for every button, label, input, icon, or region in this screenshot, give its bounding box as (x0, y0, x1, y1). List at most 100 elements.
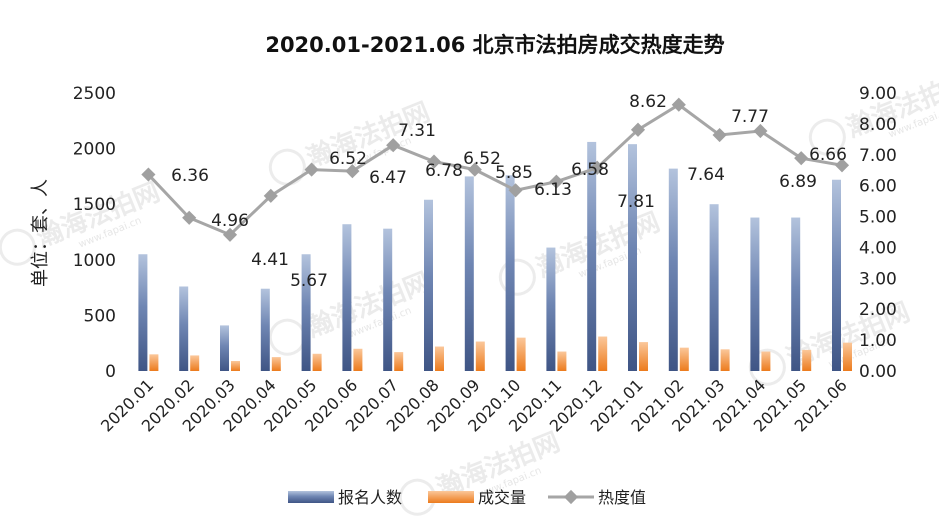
bar-deals (516, 337, 526, 371)
heat-line-layer: 6.364.964.415.676.526.477.316.786.525.85… (141, 92, 850, 291)
legend: 报名人数 成交量 热度值 (288, 488, 646, 507)
heat-value-label: 6.78 (425, 161, 463, 181)
bar-deals (679, 347, 689, 371)
y-axis-label: 单位：套、人 (30, 179, 51, 287)
y-axis-right: 0.00 1.00 2.00 3.00 4.00 5.00 6.00 7.00 8.00 9.00 (859, 84, 897, 382)
bar-applicants (424, 199, 433, 371)
heat-value-label: 7.81 (617, 192, 655, 212)
heat-value-label: 6.58 (571, 160, 609, 180)
bar-applicants (750, 217, 760, 371)
bar-applicants (383, 228, 393, 371)
y-tick-label: 500 (84, 306, 116, 326)
y2-tick-label: 3.00 (859, 269, 897, 289)
bar-deals (271, 357, 281, 371)
bar-deals (394, 352, 404, 371)
bar-deals (475, 341, 485, 371)
bar-applicants (628, 144, 637, 371)
heat-value-label: 6.52 (329, 149, 367, 169)
bar-applicants (342, 224, 352, 371)
legend-label: 报名人数 (338, 488, 402, 507)
heat-value-label: 4.41 (251, 250, 289, 270)
heat-point (263, 188, 278, 203)
heat-point (712, 127, 727, 143)
bar-deals (843, 342, 852, 371)
bar-applicants (709, 204, 719, 371)
y2-tick-label: 0.00 (859, 362, 897, 382)
y2-tick-label: 5.00 (859, 208, 897, 228)
y2-tick-label: 9.00 (859, 84, 897, 104)
chart-title: 2020.01-2021.06 北京市法拍房成交热度走势 (265, 33, 724, 57)
legend-swatch (428, 491, 474, 503)
bar-applicants (791, 217, 801, 371)
heat-point (834, 158, 850, 173)
bar-deals (312, 353, 322, 371)
bar-deals (639, 342, 648, 371)
heat-point (753, 123, 768, 139)
bar-applicants (301, 254, 311, 371)
heat-point (794, 151, 809, 166)
heat-value-label: 5.67 (290, 271, 328, 291)
heat-point (426, 154, 442, 169)
y2-tick-label: 6.00 (859, 177, 897, 197)
bar-deals (557, 351, 567, 371)
bar-applicants (464, 176, 474, 371)
bar-applicants (179, 286, 189, 371)
y2-tick-label: 1.00 (859, 331, 897, 351)
y-tick-label: 1000 (73, 251, 116, 271)
bar-applicants (505, 175, 515, 371)
y2-tick-label: 4.00 (859, 238, 897, 258)
heat-point (141, 167, 156, 182)
heat-point (182, 210, 197, 225)
bar-applicants (546, 247, 556, 371)
legend-swatch (288, 491, 334, 503)
heat-point (304, 162, 319, 177)
y2-tick-label: 2.00 (859, 300, 897, 320)
heat-value-label: 5.85 (495, 163, 533, 183)
heat-point (386, 138, 401, 153)
heat-point (345, 164, 360, 179)
bar-applicants (668, 168, 678, 371)
bar-applicants (138, 254, 148, 371)
heat-value-label: 6.36 (171, 166, 209, 186)
bar-deals (149, 354, 159, 371)
heat-point (671, 97, 686, 112)
bar-applicants (832, 179, 841, 371)
bar-deals (598, 336, 608, 371)
heat-value-label: 6.47 (369, 168, 407, 188)
y-tick-label: 2000 (73, 140, 116, 160)
bar-applicants (220, 325, 229, 371)
bar-deals (435, 346, 444, 371)
heat-value-label: 7.64 (687, 165, 725, 185)
y-tick-label: 2500 (73, 84, 116, 104)
heat-value-label: 6.89 (779, 172, 817, 192)
bar-deals (802, 349, 812, 371)
heat-value-label: 6.66 (809, 145, 847, 165)
bar-deals (353, 348, 363, 371)
heat-point (467, 162, 482, 177)
heat-value-label: 7.31 (398, 121, 436, 141)
legend-label: 热度值 (598, 488, 646, 507)
heat-point (630, 122, 646, 137)
bar-applicants (587, 141, 597, 371)
y-tick-label: 0 (105, 362, 116, 382)
bar-deals (720, 349, 730, 371)
heat-line (147, 102, 843, 237)
x-axis: 2020.012020.022020.032020.042020.052020.… (97, 375, 851, 435)
heat-value-label: 6.52 (463, 149, 501, 169)
legend-label: 成交量 (478, 488, 526, 507)
heat-value-label: 7.77 (731, 107, 769, 127)
heat-value-label: 6.13 (534, 180, 572, 200)
bars-layer (138, 141, 852, 371)
legend-marker (563, 489, 579, 505)
bar-deals (231, 360, 240, 371)
heat-point (549, 174, 564, 189)
bar-deals (190, 355, 200, 371)
heat-value-label: 8.62 (629, 92, 667, 112)
y-tick-label: 1500 (73, 195, 116, 215)
y2-tick-label: 7.00 (859, 146, 897, 166)
y-axis-left: 0 500 1000 1500 2000 2500 (73, 84, 116, 382)
bar-deals (761, 351, 771, 371)
